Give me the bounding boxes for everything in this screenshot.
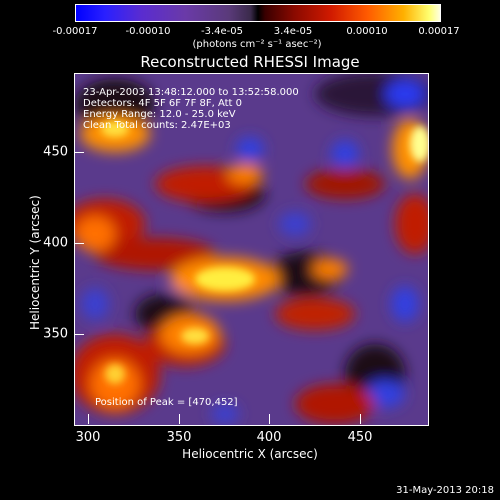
annotation-detectors: Detectors: 4F 5F 6F 7F 8F, Att 0 bbox=[83, 98, 243, 109]
plot-title: Reconstructed RHESSI Image bbox=[140, 53, 360, 71]
x-tickmark bbox=[88, 414, 89, 424]
y-tick-label: 400 bbox=[43, 235, 68, 251]
y-axis-label: Heliocentric Y (arcsec) bbox=[28, 195, 42, 330]
x-tick-label: 350 bbox=[166, 430, 192, 445]
y-tick-label: 450 bbox=[43, 144, 68, 160]
annotation-time-range: 23-Apr-2003 13:48:12.000 to 13:52:58.000 bbox=[83, 87, 299, 98]
y-tickmark bbox=[74, 334, 84, 335]
rhessi-image-canvas bbox=[75, 74, 428, 424]
x-tick-label: 400 bbox=[256, 430, 282, 445]
x-axis-label: Heliocentric X (arcsec) bbox=[182, 447, 318, 461]
y-tickmark bbox=[74, 243, 84, 244]
colorbar-tick-4: 3.4e-05 bbox=[273, 26, 313, 37]
y-tickmark bbox=[74, 152, 84, 153]
annotation-energy: Energy Range: 12.0 - 25.0 keV bbox=[83, 109, 236, 120]
colorbar-tick-5: 0.00010 bbox=[346, 26, 388, 37]
rhessi-image: 23-Apr-2003 13:48:12.000 to 13:52:58.000… bbox=[74, 73, 429, 426]
x-tickmark bbox=[269, 414, 270, 424]
colorbar-tick-2: -0.00010 bbox=[125, 26, 171, 37]
colorbar-tick-1: -0.00017 bbox=[52, 26, 98, 37]
x-tickmark bbox=[179, 414, 180, 424]
x-tick-label: 450 bbox=[347, 430, 373, 445]
x-tickmark bbox=[360, 414, 361, 424]
colorbar-units: (photons cm⁻² s⁻¹ asec⁻²) bbox=[192, 39, 322, 50]
colorbar-tick-3: -3.4e-05 bbox=[201, 26, 243, 37]
annotation-peak: Position of Peak = [470,452] bbox=[95, 397, 238, 408]
x-tick-label: 300 bbox=[75, 430, 101, 445]
y-tick-label: 350 bbox=[43, 326, 68, 342]
annotation-clean: Clean Total counts: 2.47E+03 bbox=[83, 120, 231, 131]
colorbar-tick-6: 0.00017 bbox=[418, 26, 460, 37]
footer-date: 31-May-2013 20:18 bbox=[396, 485, 494, 496]
colorbar bbox=[75, 4, 441, 22]
